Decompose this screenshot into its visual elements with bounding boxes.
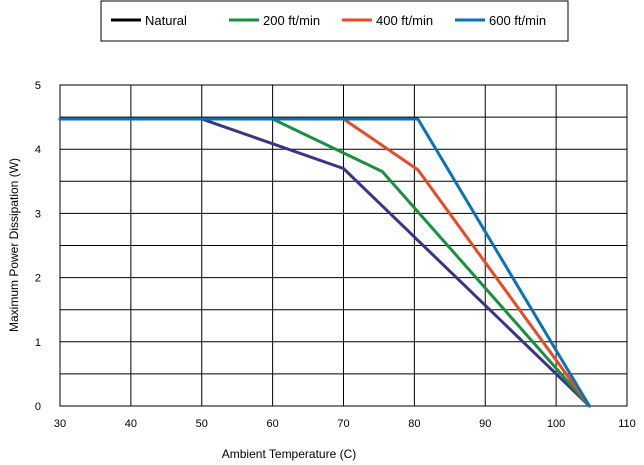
y-axis-label: Maximum Power Dissipation (W) (7, 158, 21, 332)
x-tick-label: 60 (267, 418, 279, 430)
legend-label: 600 ft/min (489, 13, 546, 28)
legend-label: 200 ft/min (263, 13, 320, 28)
series-line (58, 117, 591, 408)
plot-grid (59, 84, 628, 407)
y-tick-label: 5 (35, 80, 41, 92)
y-tick-label: 2 (35, 273, 41, 285)
y-tick-label: 1 (35, 337, 41, 349)
x-tick-label: 100 (547, 418, 565, 430)
x-tick-label: 110 (618, 418, 636, 430)
series-lines (58, 117, 591, 408)
y-tick-labels: 0 1 2 3 4 5 (35, 80, 41, 413)
series-line (58, 117, 591, 408)
x-tick-label: 30 (54, 418, 66, 430)
legend-label: 400 ft/min (376, 13, 433, 28)
legend-label: Natural (145, 13, 187, 28)
y-tick-label: 3 (35, 208, 41, 220)
legend: Natural 200 ft/min 400 ft/min 600 ft/min (100, 0, 569, 42)
y-tick-label: 4 (35, 144, 41, 156)
x-tick-label: 70 (337, 418, 349, 430)
x-axis-label: Ambient Temperature (C) (222, 447, 357, 461)
x-tick-label: 80 (408, 418, 420, 430)
x-tick-label: 50 (196, 418, 208, 430)
x-tick-label: 90 (479, 418, 491, 430)
legend-box (100, 0, 569, 42)
x-tick-label: 40 (125, 418, 137, 430)
y-tick-label: 0 (35, 401, 41, 413)
x-tick-labels: 30 40 50 60 70 80 90 100 110 (54, 418, 636, 430)
